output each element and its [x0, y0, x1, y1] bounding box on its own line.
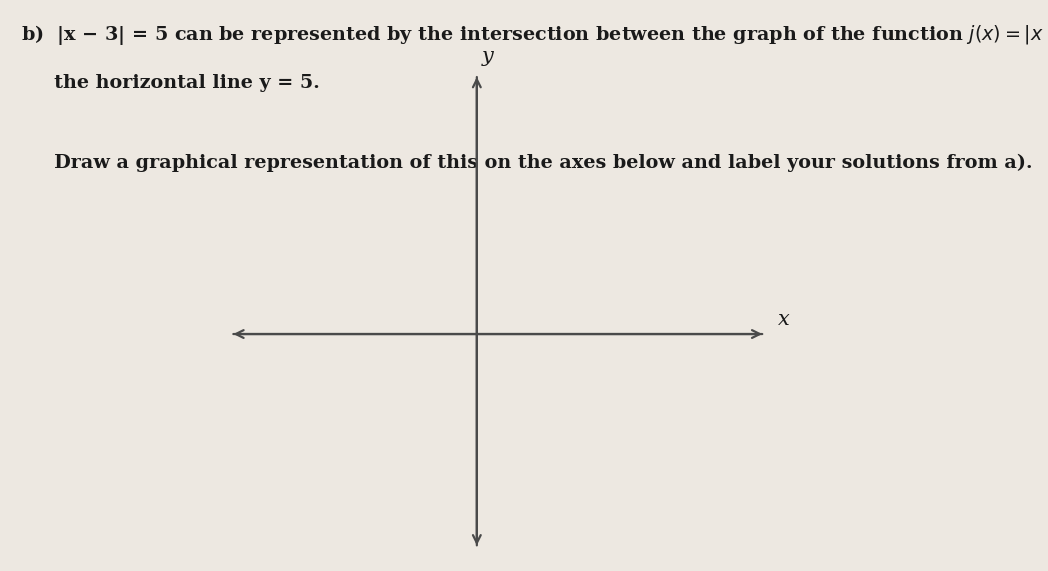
Text: y: y: [481, 47, 494, 66]
Text: the horizontal line y = 5.: the horizontal line y = 5.: [21, 74, 320, 93]
Text: b)  |x − 3| = 5 can be represented by the intersection between the graph of the : b) |x − 3| = 5 can be represented by the…: [21, 23, 1048, 47]
Text: Draw a graphical representation of this on the axes below and label your solutio: Draw a graphical representation of this …: [21, 154, 1032, 172]
Text: x: x: [778, 310, 789, 329]
